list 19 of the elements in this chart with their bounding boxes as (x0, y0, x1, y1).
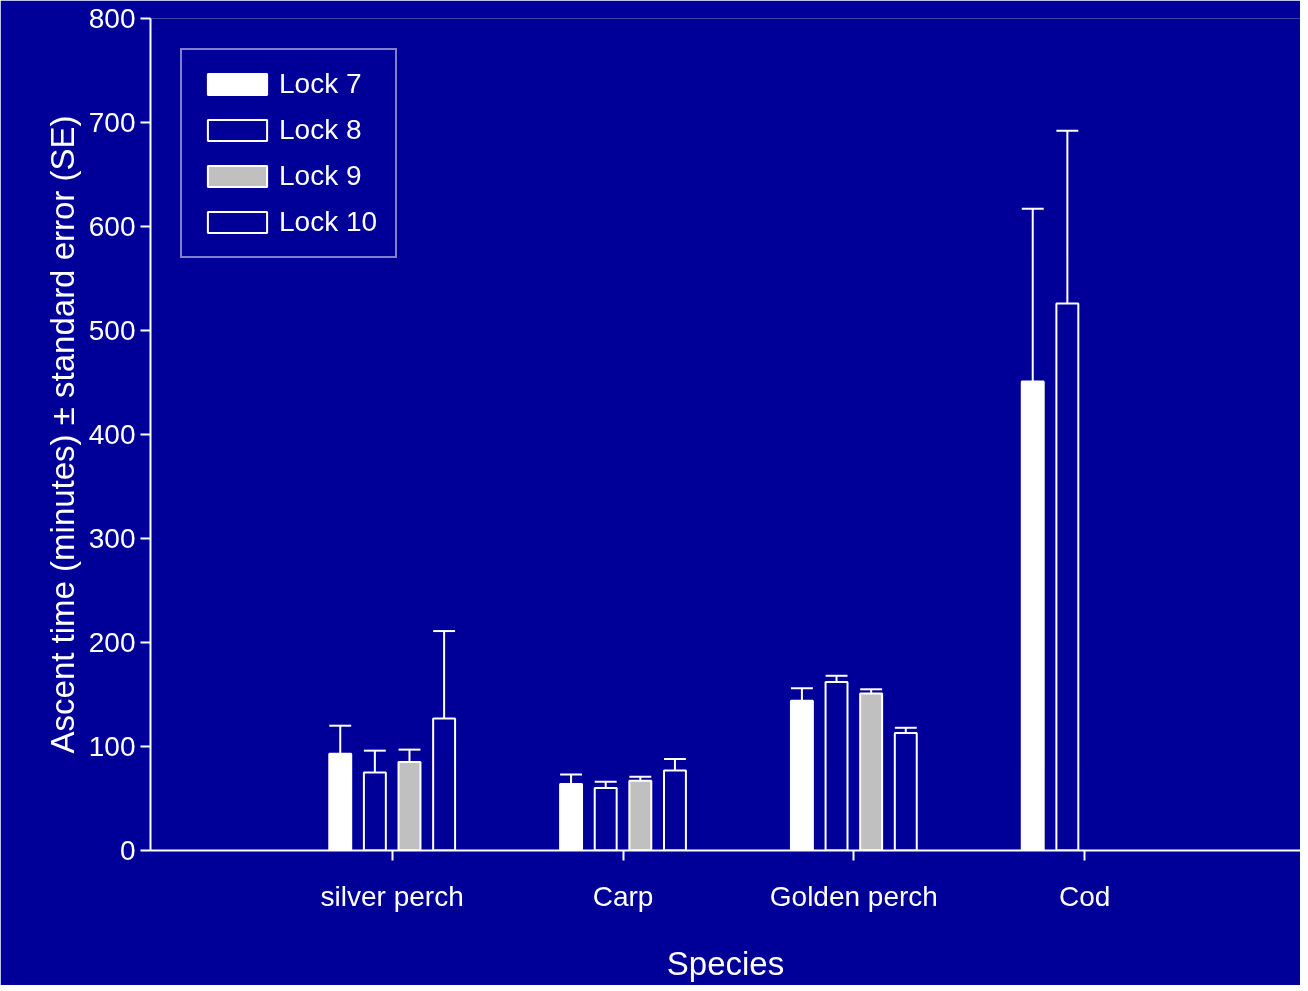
legend-label: Lock 10 (279, 206, 378, 238)
y-tick-label: 500 (88, 315, 136, 346)
x-tick-label: Cod (1058, 880, 1111, 912)
x-tick-label: Carp (592, 880, 654, 912)
y-tick-label: 200 (88, 627, 136, 658)
y-tick-label: 800 (88, 3, 136, 34)
y-tick-label: 600 (88, 211, 136, 242)
legend-label: Lock 8 (279, 114, 362, 146)
legend-label: Lock 7 (279, 68, 362, 100)
x-axis-title: Species (666, 944, 785, 982)
y-tick-label: 300 (88, 523, 136, 554)
legend-label: Lock 9 (279, 160, 362, 192)
y-tick-label: 700 (88, 107, 136, 138)
y-axis-title: Ascent time (minutes) ± standard error (SE) (43, 115, 81, 754)
y-tick-label: 0 (119, 835, 136, 866)
y-tick-label: 100 (88, 731, 136, 762)
x-tick-label: Golden perch (769, 880, 938, 912)
y-tick-label: 400 (88, 419, 136, 450)
x-tick-label: silver perch (320, 880, 464, 912)
